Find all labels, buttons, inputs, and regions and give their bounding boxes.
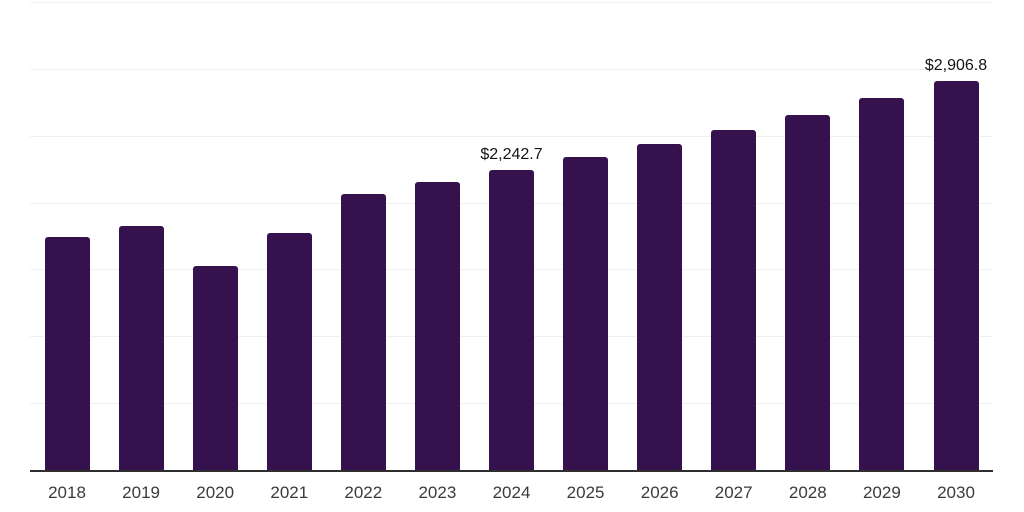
- x-tick-label-2020: 2020: [196, 483, 235, 502]
- bar-2019: [118, 226, 164, 470]
- bar-value-label-2030: $2,906.8: [924, 57, 988, 75]
- x-tick-label-2021: 2021: [270, 483, 309, 502]
- x-tick-label-2028: 2028: [788, 483, 827, 502]
- x-tick-label-2027: 2027: [714, 483, 753, 502]
- bar-2020: [192, 265, 238, 470]
- bar-2030: [933, 81, 979, 470]
- x-tick-label-2023: 2023: [418, 483, 457, 502]
- bar-2025: [563, 157, 609, 470]
- x-tick-label-2022: 2022: [344, 483, 383, 502]
- bar-2028: [785, 114, 831, 470]
- bar-2021: [266, 232, 312, 470]
- x-tick-label-2019: 2019: [122, 483, 161, 502]
- x-tick-label-2026: 2026: [640, 483, 679, 502]
- bar-2023: [414, 182, 460, 470]
- x-axis-line: [30, 470, 993, 472]
- bar-2022: [340, 194, 386, 470]
- x-tick-label-2025: 2025: [566, 483, 605, 502]
- gridline: [30, 68, 993, 70]
- bar-2024: [489, 170, 534, 470]
- x-tick-label-2029: 2029: [862, 483, 901, 502]
- gridline: [30, 135, 993, 137]
- bar-2018: [44, 237, 90, 470]
- bar-value-label-2024: $2,242.7: [480, 146, 543, 164]
- plot-area: 2018 2019 2020 2021 2022 2023 $2,242.7 2024 2025…: [30, 0, 993, 512]
- gridline: [30, 2, 993, 3]
- x-tick-label-2018: 2018: [48, 483, 86, 502]
- bar-2029: [859, 98, 905, 470]
- bar-2027: [711, 130, 757, 470]
- x-tick-label-2030: 2030: [937, 483, 975, 502]
- x-tick-label-2024: 2024: [492, 483, 531, 502]
- bar-2026: [637, 144, 683, 470]
